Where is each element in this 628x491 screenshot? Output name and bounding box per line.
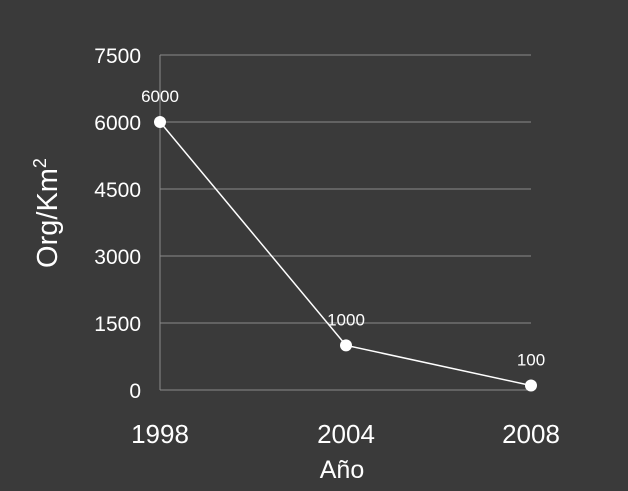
data-label-2004: 1000: [327, 310, 365, 329]
y-axis-title-superscript: 2: [30, 158, 50, 168]
y-tick-labels: 0 1500 3000 4500 6000 7500: [94, 45, 141, 403]
data-label-1998: 6000: [141, 87, 179, 106]
gridlines: [160, 54, 531, 324]
data-point-1998: [154, 116, 166, 128]
y-tick-label-6000: 6000: [94, 112, 141, 135]
data-point-2004: [340, 339, 352, 352]
y-axis-title-main: Org/Km: [32, 168, 64, 268]
y-tick-label-3000: 3000: [94, 246, 141, 269]
x-axis-title: Año: [320, 456, 364, 484]
x-tick-labels: 1998 2004 2008: [131, 419, 560, 449]
data-point-2008: [525, 379, 537, 392]
x-tick-label-1998: 1998: [131, 419, 189, 449]
y-axis-title: Org/Km2: [30, 158, 64, 268]
x-tick-label-2004: 2004: [317, 419, 375, 449]
y-tick-label-4500: 4500: [94, 179, 141, 202]
data-label-2008: 100: [517, 351, 545, 370]
axes: [159, 55, 531, 391]
y-tick-label-1500: 1500: [94, 313, 141, 336]
y-tick-label-0: 0: [129, 380, 141, 403]
y-tick-label-7500: 7500: [94, 45, 141, 68]
series: [154, 116, 537, 392]
x-tick-label-2008: 2008: [502, 419, 560, 449]
data-labels: 6000 1000 100: [141, 87, 545, 370]
